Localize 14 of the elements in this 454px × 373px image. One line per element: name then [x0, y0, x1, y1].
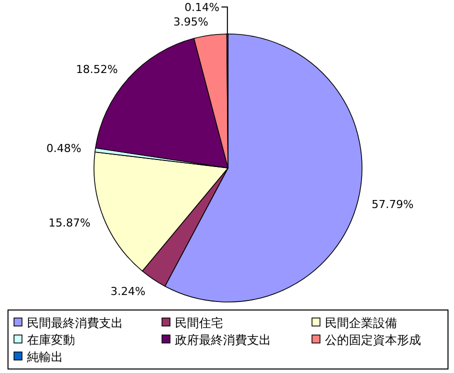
legend-label: 純輸出: [27, 350, 63, 364]
legend-label: 民間最終消費支出: [27, 316, 123, 330]
data-label: 3.24%: [110, 284, 146, 298]
data-label: 0.14%: [184, 1, 220, 14]
data-label: 18.52%: [76, 63, 118, 76]
legend-label: 民間住宅: [175, 316, 223, 330]
data-label: 3.95%: [173, 15, 208, 28]
data-label: 0.48%: [46, 142, 82, 156]
legend-label: 政府最終消費支出: [175, 333, 271, 347]
data-label: 57.79%: [372, 198, 414, 211]
legend-label: 在庫変動: [27, 333, 75, 347]
legend-label: 公的固定資本形成: [325, 333, 421, 347]
data-label: 15.87%: [48, 216, 90, 230]
legend-label: 民間企業設備: [325, 316, 397, 330]
